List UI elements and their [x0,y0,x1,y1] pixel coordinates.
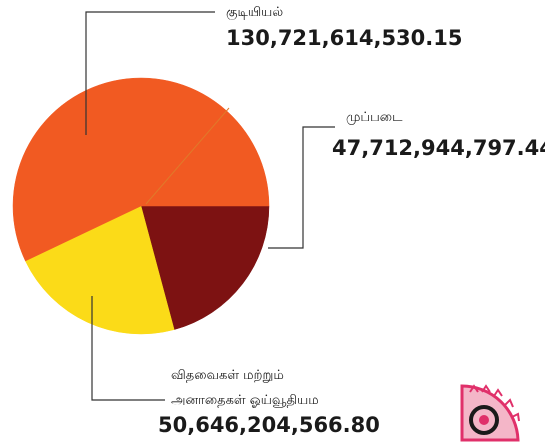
leader-line-pension [91,296,165,401]
emblem-dot [479,415,489,425]
slice-label-pension-line2: அனாதைகள் ஓய்வூதியம [171,393,319,408]
pie-slice-military [140,205,270,330]
leader-line-civil [85,11,215,135]
slice-label-civil: குடியியல் [226,5,283,20]
slice-label-military: முப்படை [346,110,403,125]
slice-label-pension-line1: விதவைகள் மற்றும் [171,368,284,383]
slice-value-civil: 130,721,614,530.15 [226,26,462,50]
leader-lines [85,11,335,401]
pie-slice-civil [12,77,270,262]
slice-value-military: 47,712,944,797.44 [332,136,545,160]
emblem-teeth [469,384,520,422]
slice-inner-outline [145,107,230,205]
emblem-ring [469,405,499,435]
corner-emblem-logo [460,384,520,442]
pie-slices [12,77,270,335]
pie-slice-pension [25,205,175,335]
emblem-fan [460,384,520,442]
leader-line-military [268,126,335,249]
slice-value-pension: 50,646,204,566.80 [158,413,380,437]
